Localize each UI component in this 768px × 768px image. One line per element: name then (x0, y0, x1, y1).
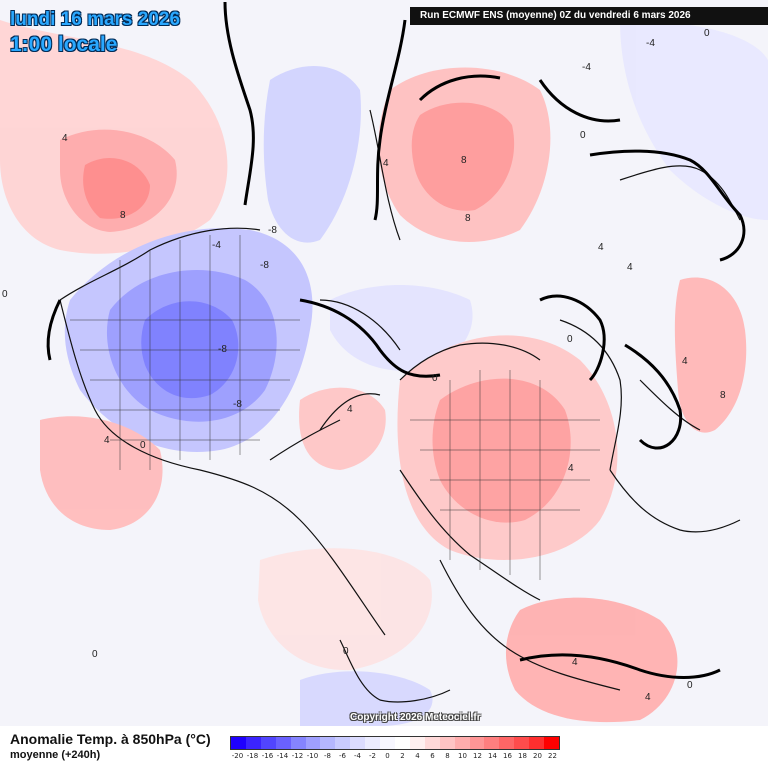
contour-label: 8 (120, 210, 126, 221)
contour-label: 4 (645, 692, 651, 703)
copyright: Copyright 2026 Meteociel.fr (350, 712, 481, 723)
contour-label: 4 (598, 242, 604, 253)
legend-tick-label: -2 (369, 752, 376, 760)
legend-tick-label: -16 (261, 752, 274, 760)
legend-swatch (350, 737, 366, 749)
legend-swatch (409, 737, 425, 749)
legend-tick-label: 8 (445, 752, 450, 760)
forecast-date: lundi 16 mars 2026 (10, 9, 181, 30)
legend-swatch (499, 737, 515, 749)
contour-label: 4 (572, 657, 578, 668)
legend-tick-label: 0 (385, 752, 390, 760)
legend-tick-label: -12 (291, 752, 304, 760)
legend-tick-label: -14 (276, 752, 289, 760)
contour-label: -8 (218, 344, 227, 355)
legend-tick-label: 6 (430, 752, 435, 760)
contour-label: 8 (465, 213, 471, 224)
legend-swatch (305, 737, 321, 749)
legend-tick-label: -6 (339, 752, 346, 760)
legend-swatch (320, 737, 336, 749)
contour-label: 4 (383, 158, 389, 169)
contour-label: 0 (580, 130, 586, 141)
legend-swatch (335, 737, 351, 749)
run-banner: Run ECMWF ENS (moyenne) 0Z du vendredi 6… (410, 7, 768, 25)
contour-label: 4 (62, 133, 68, 144)
legend-swatch (439, 737, 455, 749)
legend-tick-label: 16 (503, 752, 512, 760)
forecast-time: 1:00 locale (10, 33, 118, 56)
legend-swatch (484, 737, 500, 749)
legend-tick-label: -8 (324, 752, 331, 760)
color-legend: -20 -18 -16 -14 -12 -10 -8 -6 -4 -2 0 2 4 6 8 10 12 14 16 1… (230, 736, 560, 766)
contour-labels: 4 8 -4 -8 -8 -8 -8 0 4 0 4 0 4 8 8 4 0 4… (2, 28, 726, 703)
legend-tick-label: 22 (548, 752, 557, 760)
variable-description: moyenne (+240h) (10, 749, 101, 761)
contour-label: 0 (687, 680, 693, 691)
borders (70, 235, 600, 580)
legend-tick-label: 14 (488, 752, 497, 760)
contour-label: 0 (92, 649, 98, 660)
legend-ticks: -20 -18 -16 -14 -12 -10 -8 -6 -4 -2 0 2 4 6 8 10 12 14 16 1… (230, 750, 560, 762)
contour-label: 8 (720, 390, 726, 401)
contour-label: 0 (140, 440, 146, 451)
contour-label: 4 (627, 262, 633, 273)
legend-swatch (469, 737, 485, 749)
legend-tick-label: -4 (354, 752, 361, 760)
legend-swatch (260, 737, 276, 749)
legend-swatch (275, 737, 291, 749)
contour-label: -4 (582, 62, 591, 73)
contour-label: 4 (347, 404, 353, 415)
contour-label: 4 (104, 435, 110, 446)
legend-swatch (514, 737, 530, 749)
legend-tick-label: -20 (231, 752, 244, 760)
legend-swatch (290, 737, 306, 749)
legend-swatch (231, 737, 246, 749)
legend-color-bar (230, 736, 560, 750)
legend-swatch (365, 737, 381, 749)
contour-label: 4 (568, 463, 574, 474)
zero-contours (46, 1, 746, 679)
legend-tick-label: 2 (400, 752, 405, 760)
legend-tick-label: 18 (518, 752, 527, 760)
contour-label: -8 (260, 260, 269, 271)
legend-swatch (544, 737, 559, 749)
variable-title: Anomalie Temp. à 850hPa (°C) (10, 731, 211, 747)
legend-tick-label: 4 (415, 752, 420, 760)
legend-tick-label: 20 (533, 752, 542, 760)
contour-label: 0 (567, 334, 573, 345)
anomaly-field-shading (0, 20, 768, 726)
contour-label: 0 (343, 646, 349, 657)
legend-tick-label: -10 (306, 752, 319, 760)
contour-label: -4 (212, 240, 221, 251)
contour-label: 4 (682, 356, 688, 367)
legend-swatch (380, 737, 395, 749)
legend-swatch (245, 737, 261, 749)
legend-tick-label: 12 (473, 752, 482, 760)
legend-swatch (424, 737, 440, 749)
legend-tick-label: 10 (458, 752, 467, 760)
contour-label: 0 (432, 373, 438, 384)
temperature-anomaly-map: 4 8 -4 -8 -8 -8 -8 0 4 0 4 0 4 8 8 4 0 4… (0, 0, 768, 726)
legend-tick-label: -18 (246, 752, 259, 760)
contour-label: -4 (646, 38, 655, 49)
contour-label: 0 (704, 28, 710, 39)
legend-swatch (529, 737, 545, 749)
legend-swatch (394, 737, 410, 749)
contour-label: 8 (461, 155, 467, 166)
contour-label: 0 (2, 289, 8, 300)
contour-label: -8 (233, 399, 242, 410)
contour-label: -8 (268, 225, 277, 236)
legend-swatch (454, 737, 470, 749)
